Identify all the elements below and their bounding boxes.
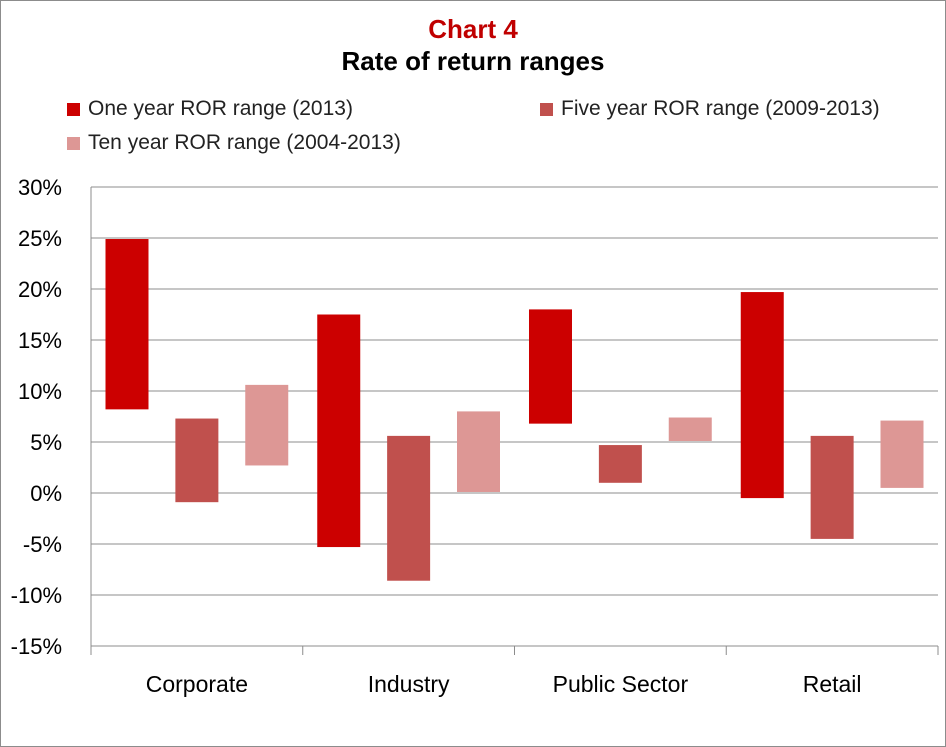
y-tick-label: 15%: [18, 328, 62, 353]
y-tick-label: -10%: [11, 583, 62, 608]
y-tick-label: 10%: [18, 379, 62, 404]
range-bar: [528, 309, 572, 424]
y-tick-label: -5%: [23, 532, 62, 557]
y-tick-label: -15%: [11, 634, 62, 659]
chart-subtitle: Rate of return ranges: [341, 46, 605, 76]
range-bar: [105, 239, 149, 410]
range-bar: [880, 420, 924, 488]
legend-swatch-one-year: [67, 102, 80, 116]
x-category-label: Public Sector: [553, 671, 689, 697]
y-tick-label: 30%: [18, 175, 62, 200]
y-tick-label: 25%: [18, 226, 62, 251]
legend-swatch-ten-year: [67, 136, 80, 150]
range-bar: [740, 292, 784, 499]
range-bar: [387, 435, 431, 581]
range-bar: [668, 417, 712, 441]
range-bar: [810, 435, 854, 539]
range-bar: [317, 314, 361, 548]
legend-label-ten-year: Ten year ROR range (2004-2013): [88, 131, 401, 154]
legend-label-one-year: One year ROR range (2013): [88, 97, 353, 120]
legend-item-ten-year: Ten year ROR range (2004-2013): [67, 128, 401, 158]
y-tick-label: 20%: [18, 277, 62, 302]
range-bar: [457, 411, 501, 492]
x-category-label: Retail: [803, 671, 862, 697]
range-bar: [598, 445, 642, 483]
chart-title: Chart 4: [428, 14, 518, 44]
x-category-label: Corporate: [146, 671, 248, 697]
range-bar: [175, 418, 219, 503]
y-tick-label: 5%: [30, 430, 62, 455]
legend-label-five-year: Five year ROR range (2009-2013): [561, 97, 880, 120]
legend-item-one-year: One year ROR range (2013): [67, 94, 353, 124]
legend-item-five-year: Five year ROR range (2009-2013): [540, 94, 880, 124]
legend-swatch-five-year: [540, 102, 553, 116]
range-bar: [245, 384, 289, 466]
y-tick-label: 0%: [30, 481, 62, 506]
x-category-label: Industry: [368, 671, 450, 697]
